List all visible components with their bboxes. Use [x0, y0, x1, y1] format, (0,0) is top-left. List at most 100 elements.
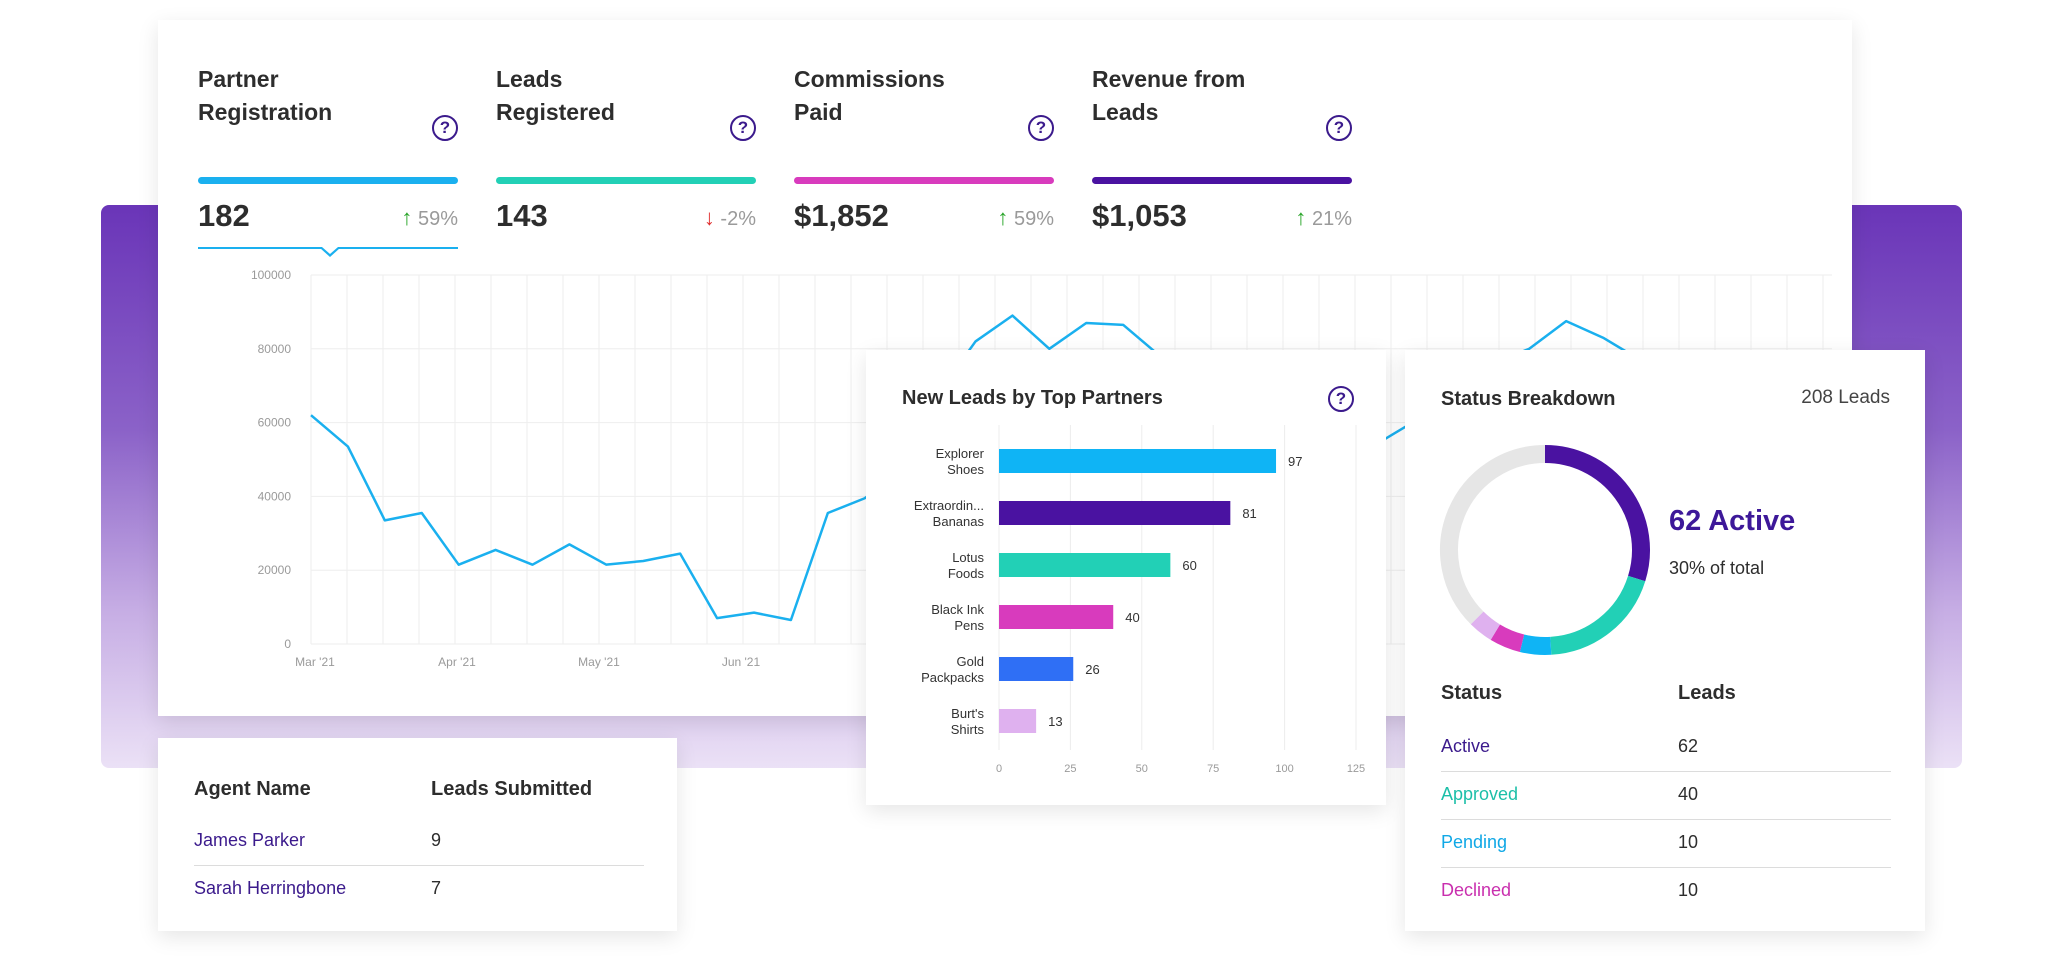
kpi-value: $1,852 — [794, 198, 889, 233]
status-value: 62 — [1678, 736, 1699, 756]
kpi-value: 182 — [198, 198, 250, 233]
kpi-3[interactable]: Revenue from Leads ? $1,053 ↑ 21% — [1092, 63, 1352, 233]
kpi-color-bar — [496, 177, 756, 184]
kpi-title: Revenue from Leads — [1092, 66, 1246, 125]
x-tick-label: Mar '21 — [295, 655, 335, 669]
kpi-color-bar — [794, 177, 1054, 184]
column-header-agent-name: Agent Name — [194, 778, 311, 800]
category-label: Black Ink — [931, 602, 984, 617]
data-label: 13 — [1048, 714, 1062, 729]
x-tick-label: 75 — [1207, 763, 1219, 775]
agent-leads: 7 — [431, 878, 442, 898]
arrow-up-icon: ↑ — [401, 205, 413, 230]
category-label: Gold — [957, 654, 984, 669]
category-label: Extraordin... — [914, 498, 984, 513]
kpi-trend: ↑ 59% — [997, 205, 1054, 230]
category-label: Foods — [948, 566, 985, 581]
kpi-value: $1,053 — [1092, 198, 1187, 233]
data-label: 81 — [1242, 506, 1256, 521]
column-header-status: Status — [1441, 682, 1503, 704]
donut-segment[interactable] — [1550, 575, 1646, 655]
status-label: Declined — [1441, 880, 1512, 900]
arrow-down-icon: ↓ — [703, 205, 715, 230]
x-tick-label: 25 — [1064, 763, 1076, 775]
bar[interactable] — [999, 501, 1231, 525]
bar[interactable] — [999, 657, 1074, 681]
row-divider — [1441, 867, 1891, 868]
x-tick-label: 50 — [1136, 763, 1148, 775]
x-tick-label: 125 — [1347, 763, 1365, 775]
y-tick-label: 0 — [284, 637, 291, 651]
x-tick-label: May '21 — [578, 655, 620, 669]
arrow-up-icon: ↑ — [997, 205, 1009, 230]
status-label: Active — [1441, 736, 1491, 756]
kpi-value: 143 — [496, 198, 548, 233]
column-header-leads-submitted: Leads Submitted — [431, 778, 593, 800]
kpi-color-bar — [1092, 177, 1352, 184]
donut-segment[interactable] — [1519, 634, 1552, 655]
kpi-color-bar — [198, 177, 458, 184]
data-label: 97 — [1288, 454, 1302, 469]
column-header-leads: Leads — [1678, 682, 1736, 704]
agent-name[interactable]: Sarah Herringbone — [194, 878, 347, 898]
x-tick-label: Apr '21 — [438, 655, 476, 669]
data-label: 60 — [1182, 558, 1196, 573]
category-label: Shirts — [951, 722, 985, 737]
donut-segment[interactable] — [1470, 611, 1501, 640]
kpi-1[interactable]: Leads Registered ? 143 ↓ -2% — [496, 63, 756, 233]
category-label: Explorer — [936, 446, 985, 461]
y-tick-label: 20000 — [258, 563, 292, 577]
active-count: 62 Active — [1669, 505, 1796, 537]
help-icon[interactable]: ? — [432, 115, 458, 141]
kpi-trend: ↑ 21% — [1295, 205, 1352, 230]
help-icon[interactable]: ? — [1328, 386, 1354, 412]
agent-name[interactable]: James Parker — [194, 830, 306, 850]
row-divider — [1441, 819, 1891, 820]
status-value: 10 — [1678, 832, 1699, 852]
bar[interactable] — [999, 449, 1277, 473]
status-value: 40 — [1678, 784, 1699, 804]
category-label: Bananas — [933, 514, 985, 529]
bar[interactable] — [999, 553, 1171, 577]
donut-segment[interactable] — [1490, 624, 1525, 652]
kpi-title: Commissions Paid — [794, 66, 945, 125]
card-title: Status Breakdown — [1441, 388, 1616, 410]
help-icon[interactable]: ? — [730, 115, 756, 141]
status-breakdown-card: Status Breakdown 208 Leads 62 Active 30%… — [1405, 350, 1925, 931]
donut-segment[interactable] — [1440, 445, 1546, 625]
kpi-title: Leads Registered — [496, 66, 615, 125]
bar[interactable] — [999, 605, 1114, 629]
category-label: Pens — [954, 618, 984, 633]
kpi-title: Partner Registration — [198, 66, 333, 125]
bar[interactable] — [999, 709, 1037, 733]
data-label: 26 — [1085, 662, 1099, 677]
arrow-up-icon: ↑ — [1295, 205, 1307, 230]
donut-chart — [1440, 445, 1650, 655]
donut-segment[interactable] — [1544, 445, 1650, 582]
status-label: Pending — [1441, 832, 1508, 852]
y-tick-label: 40000 — [258, 489, 292, 503]
kpi-2[interactable]: Commissions Paid ? $1,852 ↑ 59% — [794, 63, 1054, 233]
kpi-trend: ↑ 59% — [401, 205, 458, 230]
data-label: 40 — [1125, 610, 1139, 625]
y-tick-label: 100000 — [251, 268, 291, 282]
row-divider — [1441, 771, 1891, 772]
agent-leads: 9 — [431, 830, 442, 850]
status-value: 10 — [1678, 880, 1699, 900]
kpi-trend: ↓ -2% — [703, 205, 756, 230]
total-leads: 208 Leads — [1801, 387, 1890, 408]
y-tick-label: 60000 — [258, 416, 292, 430]
x-tick-label: 0 — [996, 763, 1002, 775]
x-tick-label: 100 — [1275, 763, 1293, 775]
category-label: Lotus — [952, 550, 984, 565]
category-label: Shoes — [947, 462, 984, 477]
y-tick-label: 80000 — [258, 342, 292, 356]
kpi-0[interactable]: Partner Registration ? 182 ↑ 59% — [198, 63, 458, 257]
help-icon[interactable]: ? — [1326, 115, 1352, 141]
agent-table-card: Agent Name Leads Submitted James Parker … — [158, 738, 677, 931]
help-icon[interactable]: ? — [1028, 115, 1054, 141]
category-label: Packpacks — [921, 670, 984, 685]
category-label: Burt's — [951, 706, 984, 721]
card-title: New Leads by Top Partners — [902, 387, 1163, 409]
